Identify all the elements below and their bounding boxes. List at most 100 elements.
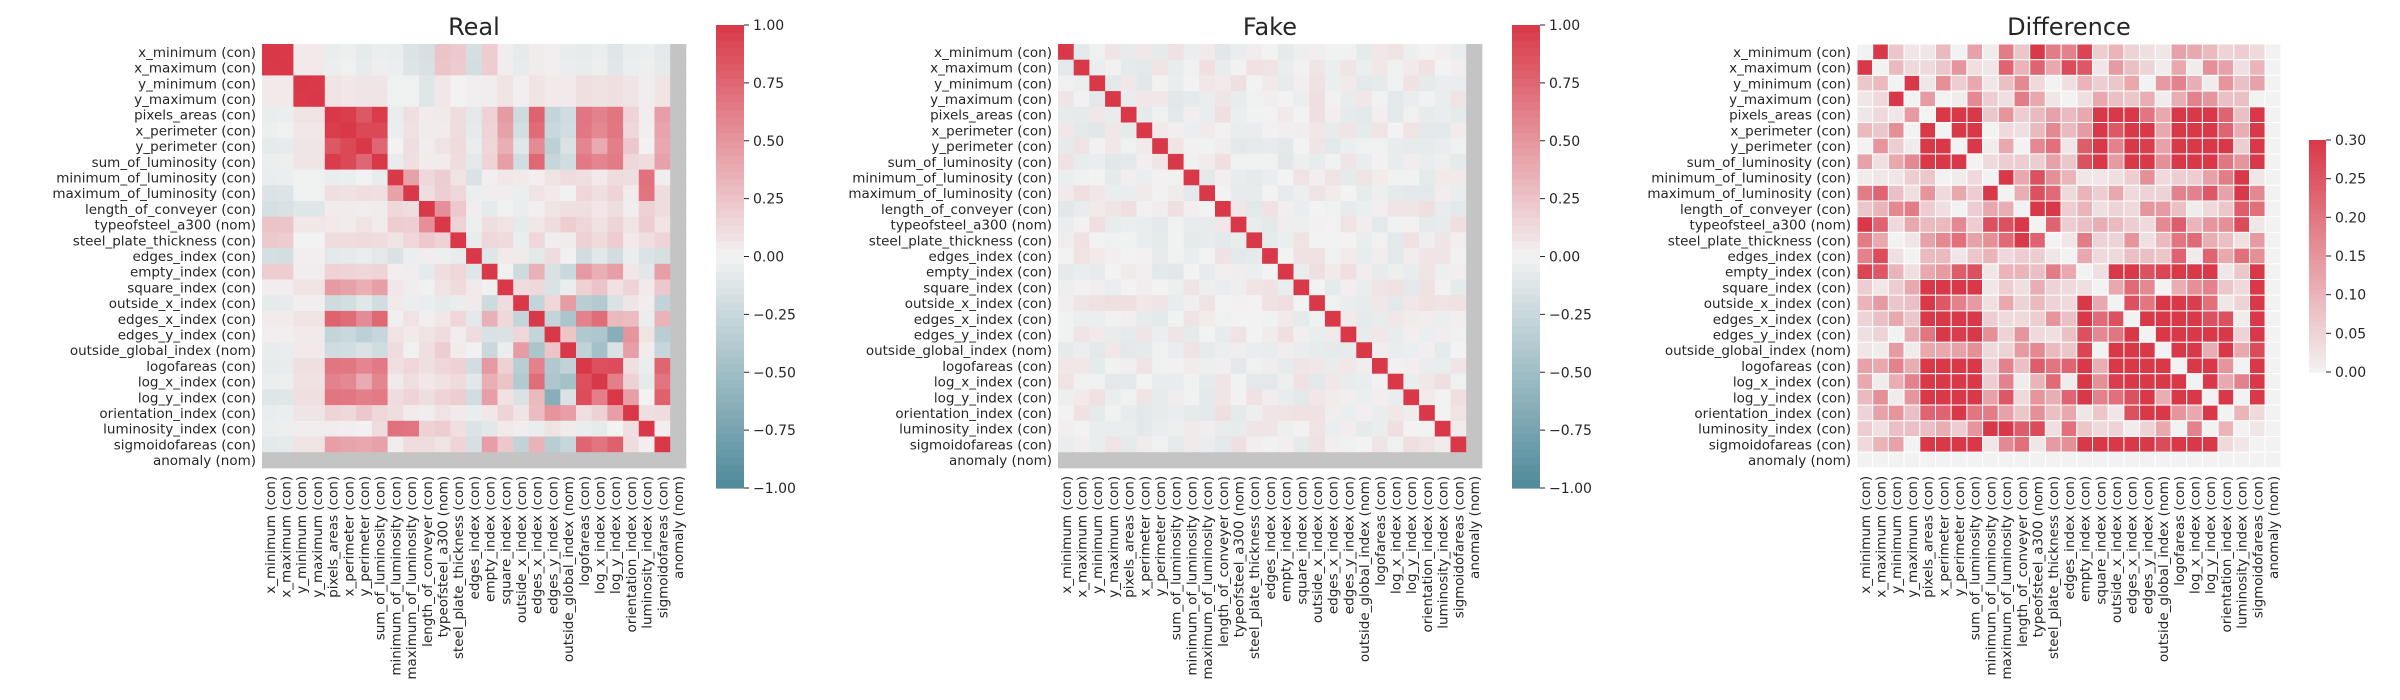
heatmap-cell <box>2201 231 2219 249</box>
heatmap-cell <box>1324 75 1341 92</box>
heatmap-cell <box>1935 263 1952 280</box>
heatmap-cell <box>544 122 561 139</box>
heatmap-cell <box>1340 75 1357 92</box>
heatmap-cell <box>1887 279 1905 296</box>
heatmap-cell <box>324 389 341 406</box>
heatmap-cell <box>1856 326 1874 343</box>
heatmap-cell <box>2044 106 2062 124</box>
heatmap-cell <box>1199 91 1216 108</box>
row-label-steel-plate-thickness-con: steel_plate_thickness (con) <box>73 233 256 249</box>
heatmap-cell <box>1919 451 1937 469</box>
heatmap-cell <box>340 389 357 406</box>
heatmap-cell <box>1246 216 1263 233</box>
heatmap-cell <box>356 75 373 92</box>
heatmap-cell <box>638 59 655 76</box>
heatmap-cell <box>2233 451 2251 469</box>
row-label-outside-x-index-con: outside_x_index (con) <box>109 296 256 312</box>
heatmap-cell <box>1919 153 1937 171</box>
heatmap-cell <box>2186 74 2203 92</box>
heatmap-cell <box>2170 59 2188 76</box>
heatmap-cell <box>654 91 671 108</box>
heatmap-cell <box>1340 342 1357 359</box>
heatmap-cell <box>1167 248 1184 265</box>
heatmap-cell <box>450 216 467 233</box>
heatmap-cell <box>1120 358 1137 375</box>
heatmap-cell <box>2092 106 2109 124</box>
heatmap-cell <box>340 75 357 92</box>
heatmap-cell <box>1856 247 1874 265</box>
heatmap-cell <box>1872 169 1889 186</box>
heatmap-cell <box>2217 169 2235 186</box>
col-label-sum-of-luminosity-con: sum_of_luminosity (con) <box>1968 476 1984 640</box>
heatmap-cell <box>1199 138 1216 155</box>
heatmap-cell <box>1058 44 1075 61</box>
heatmap-cell <box>2201 341 2219 359</box>
heatmap-cell <box>2217 373 2235 390</box>
heatmap-cell <box>2107 106 2125 124</box>
heatmap-cell <box>1073 342 1090 359</box>
heatmap-cell <box>2044 404 2062 422</box>
heatmap-cell <box>2092 404 2109 422</box>
heatmap-cell <box>309 75 326 92</box>
heatmap-cell <box>1434 295 1451 312</box>
row-label-x-maximum-con: x_maximum (con) <box>134 61 256 77</box>
heatmap-cell <box>419 122 436 139</box>
heatmap-cell <box>450 153 467 170</box>
heatmap-cell <box>1215 106 1232 123</box>
heatmap-cell <box>1199 452 1216 469</box>
heatmap-cell <box>1120 248 1137 265</box>
heatmap-cell <box>1403 185 1420 202</box>
heatmap-cell <box>1230 153 1247 170</box>
heatmap-cell <box>2013 357 2031 375</box>
heatmap-cell <box>1997 216 2015 233</box>
colorbar-segment <box>1512 117 1540 126</box>
row-label-steel-plate-thickness-con: steel_plate_thickness (con) <box>1668 233 1851 249</box>
heatmap-cell <box>1293 405 1310 422</box>
colorbar-segment <box>1512 233 1540 242</box>
heatmap-cell <box>1387 216 1404 233</box>
heatmap-cell <box>356 106 373 123</box>
heatmap-cell <box>466 389 483 406</box>
heatmap-cell <box>1887 357 1905 375</box>
heatmap-cell <box>638 295 655 312</box>
heatmap-cell <box>1167 310 1184 327</box>
heatmap-cell <box>497 201 514 218</box>
row-label-edges-y-index-con: edges_y_index (con) <box>914 327 1052 343</box>
row-label-outside-global-index-nom: outside_global_index (nom) <box>1665 343 1851 359</box>
heatmap-cell <box>1120 405 1137 422</box>
heatmap-cell <box>1419 44 1436 61</box>
heatmap-cell <box>1950 357 1968 375</box>
heatmap-cell <box>544 153 561 170</box>
heatmap-cell <box>2123 420 2141 437</box>
heatmap-cell <box>513 201 530 218</box>
heatmap-cell <box>1950 341 1968 359</box>
heatmap-cell <box>2076 373 2094 390</box>
colorbar-segment <box>2309 174 2326 180</box>
colorbar-segment <box>1512 372 1540 381</box>
heatmap-cell <box>1419 248 1436 265</box>
heatmap-cell <box>2154 326 2172 343</box>
heatmap-cell <box>1387 263 1404 280</box>
row-label-edges-y-index-con: edges_y_index (con) <box>118 327 256 343</box>
heatmap-cell <box>1856 436 1874 453</box>
heatmap-cell <box>2107 451 2125 469</box>
heatmap-cell <box>450 59 467 76</box>
heatmap-cell <box>2154 216 2172 233</box>
colorbar-tick-label: 0.25 <box>2335 172 2366 188</box>
colorbar-segment <box>2309 341 2326 346</box>
heatmap-cell <box>2076 326 2094 343</box>
heatmap-cell <box>2217 43 2235 61</box>
col-label-x-maximum-con: x_maximum (con) <box>1075 476 1091 598</box>
heatmap-cell <box>2233 373 2251 390</box>
heatmap-cell <box>2092 59 2109 76</box>
heatmap-cell <box>544 263 561 280</box>
col-label-edges-index-con: edges_index (con) <box>2062 476 2078 600</box>
heatmap-cell <box>591 342 608 359</box>
heatmap-cell <box>2201 373 2219 390</box>
heatmap-cell <box>293 185 310 202</box>
heatmap-cell <box>1903 231 1921 249</box>
heatmap-cell <box>638 358 655 375</box>
heatmap-cell <box>2201 216 2219 233</box>
heatmap-cell <box>544 185 561 202</box>
heatmap-cell <box>434 216 451 233</box>
